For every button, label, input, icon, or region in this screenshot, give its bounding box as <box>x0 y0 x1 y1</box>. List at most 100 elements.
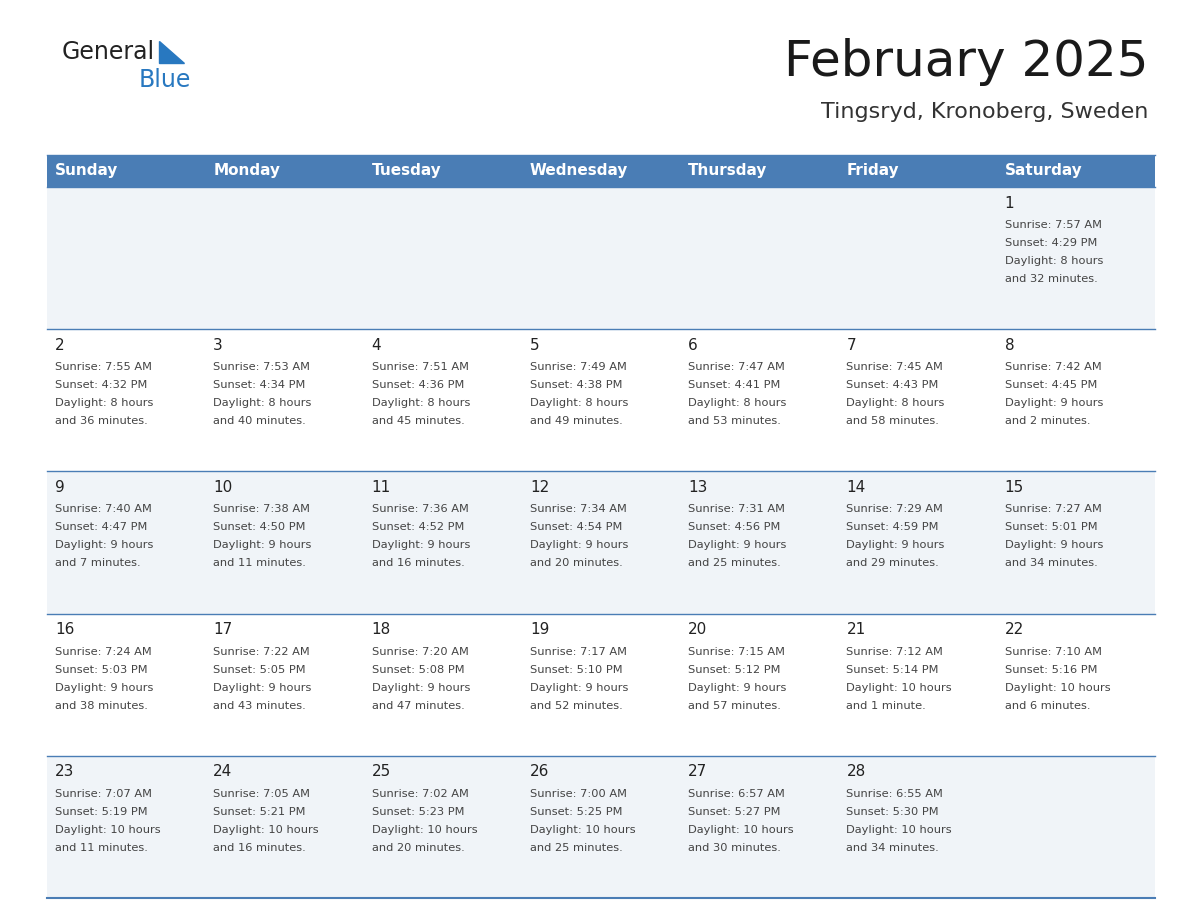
Text: Daylight: 9 hours: Daylight: 9 hours <box>846 541 944 551</box>
Bar <box>364 155 522 187</box>
Text: Daylight: 9 hours: Daylight: 9 hours <box>214 541 311 551</box>
Text: Sunrise: 6:55 AM: Sunrise: 6:55 AM <box>846 789 943 799</box>
Text: Saturday: Saturday <box>1005 163 1082 178</box>
Text: Sunrise: 7:10 AM: Sunrise: 7:10 AM <box>1005 646 1101 656</box>
Text: Daylight: 9 hours: Daylight: 9 hours <box>688 683 786 692</box>
Text: Daylight: 9 hours: Daylight: 9 hours <box>55 541 153 551</box>
Text: and 53 minutes.: and 53 minutes. <box>688 416 781 426</box>
Text: 11: 11 <box>372 480 391 495</box>
Text: and 25 minutes.: and 25 minutes. <box>530 843 623 853</box>
Text: Daylight: 10 hours: Daylight: 10 hours <box>530 824 636 834</box>
Text: Sunrise: 7:15 AM: Sunrise: 7:15 AM <box>688 646 785 656</box>
Bar <box>48 756 1155 898</box>
Text: 17: 17 <box>214 622 233 637</box>
Text: Sunset: 4:56 PM: Sunset: 4:56 PM <box>688 522 781 532</box>
Text: 25: 25 <box>372 765 391 779</box>
Text: 6: 6 <box>688 338 697 353</box>
Text: Sunrise: 7:47 AM: Sunrise: 7:47 AM <box>688 363 785 372</box>
Text: Sunset: 4:43 PM: Sunset: 4:43 PM <box>846 380 939 390</box>
Text: Blue: Blue <box>139 68 191 92</box>
Text: and 11 minutes.: and 11 minutes. <box>55 843 147 853</box>
Text: and 20 minutes.: and 20 minutes. <box>372 843 465 853</box>
Text: Sunrise: 7:24 AM: Sunrise: 7:24 AM <box>55 646 152 656</box>
Text: Sunrise: 7:40 AM: Sunrise: 7:40 AM <box>55 504 152 514</box>
Text: Thursday: Thursday <box>688 163 767 178</box>
Text: Sunset: 4:36 PM: Sunset: 4:36 PM <box>372 380 465 390</box>
Text: and 52 minutes.: and 52 minutes. <box>530 700 623 711</box>
Bar <box>997 155 1155 187</box>
Text: Daylight: 10 hours: Daylight: 10 hours <box>846 683 952 692</box>
Text: Sunrise: 7:00 AM: Sunrise: 7:00 AM <box>530 789 627 799</box>
Text: Daylight: 8 hours: Daylight: 8 hours <box>688 398 786 409</box>
Text: 28: 28 <box>846 765 866 779</box>
Text: Daylight: 10 hours: Daylight: 10 hours <box>1005 683 1111 692</box>
Text: 24: 24 <box>214 765 233 779</box>
Text: Daylight: 10 hours: Daylight: 10 hours <box>55 824 160 834</box>
Text: Sunday: Sunday <box>55 163 119 178</box>
Text: and 34 minutes.: and 34 minutes. <box>1005 558 1098 568</box>
Text: Sunset: 4:29 PM: Sunset: 4:29 PM <box>1005 238 1097 248</box>
Text: Sunset: 4:45 PM: Sunset: 4:45 PM <box>1005 380 1097 390</box>
Text: Sunrise: 7:49 AM: Sunrise: 7:49 AM <box>530 363 627 372</box>
Text: Daylight: 8 hours: Daylight: 8 hours <box>55 398 153 409</box>
Bar <box>48 613 1155 756</box>
Text: Sunrise: 7:20 AM: Sunrise: 7:20 AM <box>372 646 468 656</box>
Text: and 2 minutes.: and 2 minutes. <box>1005 416 1091 426</box>
Text: Daylight: 9 hours: Daylight: 9 hours <box>372 683 470 692</box>
Text: 3: 3 <box>214 338 223 353</box>
Text: Daylight: 9 hours: Daylight: 9 hours <box>1005 398 1104 409</box>
Text: and 57 minutes.: and 57 minutes. <box>688 700 781 711</box>
Text: 1: 1 <box>1005 196 1015 210</box>
Text: Daylight: 9 hours: Daylight: 9 hours <box>214 683 311 692</box>
Text: Sunrise: 7:31 AM: Sunrise: 7:31 AM <box>688 504 785 514</box>
Text: Sunrise: 7:02 AM: Sunrise: 7:02 AM <box>372 789 468 799</box>
Text: Sunrise: 7:45 AM: Sunrise: 7:45 AM <box>846 363 943 372</box>
Text: Daylight: 10 hours: Daylight: 10 hours <box>688 824 794 834</box>
Bar <box>48 330 1155 472</box>
Text: Daylight: 9 hours: Daylight: 9 hours <box>372 541 470 551</box>
Text: 7: 7 <box>846 338 857 353</box>
Text: 26: 26 <box>530 765 549 779</box>
Text: Sunset: 5:23 PM: Sunset: 5:23 PM <box>372 807 465 817</box>
Text: Sunrise: 6:57 AM: Sunrise: 6:57 AM <box>688 789 785 799</box>
Text: Sunrise: 7:29 AM: Sunrise: 7:29 AM <box>846 504 943 514</box>
Text: Sunrise: 7:17 AM: Sunrise: 7:17 AM <box>530 646 627 656</box>
Text: 16: 16 <box>55 622 75 637</box>
Text: Daylight: 9 hours: Daylight: 9 hours <box>55 683 153 692</box>
Text: 14: 14 <box>846 480 866 495</box>
Text: Daylight: 10 hours: Daylight: 10 hours <box>372 824 478 834</box>
Text: 13: 13 <box>688 480 708 495</box>
Bar <box>206 155 364 187</box>
Text: and 58 minutes.: and 58 minutes. <box>846 416 940 426</box>
Text: Sunrise: 7:57 AM: Sunrise: 7:57 AM <box>1005 220 1101 230</box>
Text: Daylight: 8 hours: Daylight: 8 hours <box>214 398 311 409</box>
Text: and 11 minutes.: and 11 minutes. <box>214 558 307 568</box>
Text: 8: 8 <box>1005 338 1015 353</box>
Text: February 2025: February 2025 <box>784 38 1148 86</box>
Text: 22: 22 <box>1005 622 1024 637</box>
Text: Sunrise: 7:05 AM: Sunrise: 7:05 AM <box>214 789 310 799</box>
Text: Sunset: 4:50 PM: Sunset: 4:50 PM <box>214 522 305 532</box>
Text: and 7 minutes.: and 7 minutes. <box>55 558 140 568</box>
Text: and 32 minutes.: and 32 minutes. <box>1005 274 1098 284</box>
Text: Sunset: 4:47 PM: Sunset: 4:47 PM <box>55 522 147 532</box>
Text: Daylight: 10 hours: Daylight: 10 hours <box>846 824 952 834</box>
Text: Sunrise: 7:38 AM: Sunrise: 7:38 AM <box>214 504 310 514</box>
Text: Sunrise: 7:22 AM: Sunrise: 7:22 AM <box>214 646 310 656</box>
Text: 19: 19 <box>530 622 549 637</box>
Text: and 30 minutes.: and 30 minutes. <box>688 843 781 853</box>
Bar <box>839 155 997 187</box>
Bar <box>522 155 681 187</box>
Text: Sunset: 5:16 PM: Sunset: 5:16 PM <box>1005 665 1098 675</box>
Text: and 45 minutes.: and 45 minutes. <box>372 416 465 426</box>
Text: and 40 minutes.: and 40 minutes. <box>214 416 307 426</box>
Text: Daylight: 8 hours: Daylight: 8 hours <box>846 398 944 409</box>
Text: Daylight: 8 hours: Daylight: 8 hours <box>372 398 470 409</box>
Text: 20: 20 <box>688 622 707 637</box>
Text: 2: 2 <box>55 338 64 353</box>
Text: 18: 18 <box>372 622 391 637</box>
Text: 15: 15 <box>1005 480 1024 495</box>
Text: and 43 minutes.: and 43 minutes. <box>214 700 307 711</box>
Text: Sunset: 4:54 PM: Sunset: 4:54 PM <box>530 522 623 532</box>
Text: 23: 23 <box>55 765 75 779</box>
